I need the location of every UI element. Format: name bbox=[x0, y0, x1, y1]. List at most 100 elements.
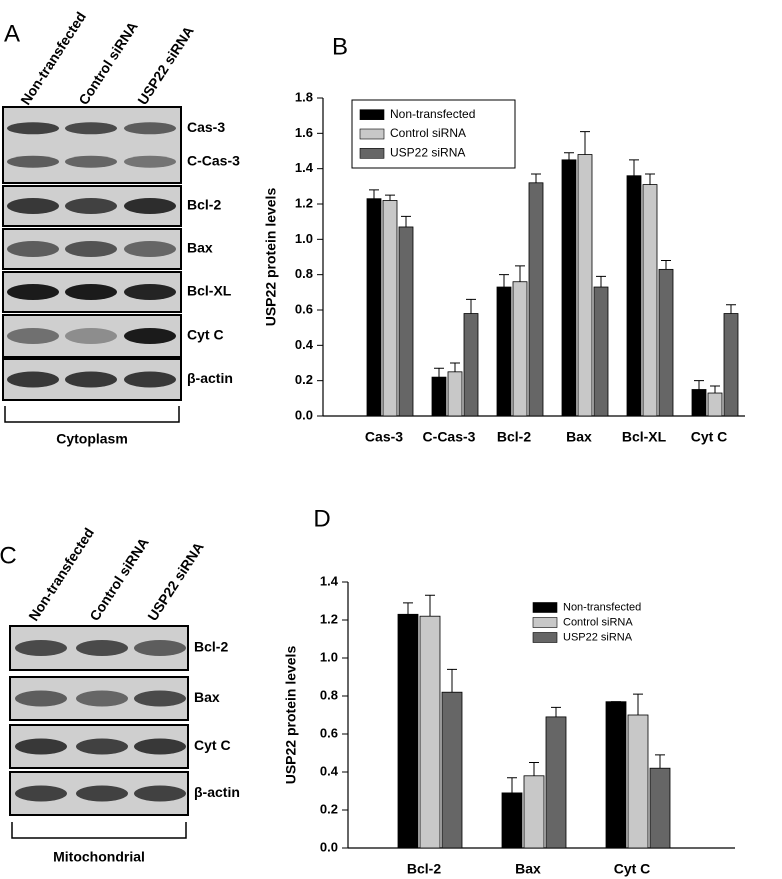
error-bar bbox=[466, 298, 476, 314]
bracket bbox=[11, 822, 187, 839]
error-bar bbox=[531, 173, 541, 183]
y-tick-label: 1.4 bbox=[320, 573, 339, 588]
blot-band bbox=[134, 690, 186, 707]
blot-band bbox=[124, 122, 176, 135]
blot-label: Cas-3 bbox=[187, 119, 225, 135]
error-bar bbox=[633, 693, 643, 715]
bracket bbox=[4, 406, 180, 423]
blot-band bbox=[15, 785, 67, 802]
panel-label: C bbox=[0, 542, 17, 569]
panel-label: A bbox=[4, 20, 20, 47]
legend-label: USP22 siRNA bbox=[563, 631, 633, 643]
blot-band bbox=[134, 640, 186, 656]
blot-band bbox=[7, 241, 59, 257]
lane-label: USP22 siRNA bbox=[144, 539, 207, 623]
fraction-label: Cytoplasm bbox=[56, 431, 128, 447]
blot-label: Bcl-2 bbox=[194, 639, 228, 655]
x-tick-label: Cyt C bbox=[691, 429, 728, 445]
bar bbox=[649, 767, 671, 849]
blot-label: Bax bbox=[194, 689, 220, 705]
legend-label: Non-transfected bbox=[563, 601, 641, 613]
error-bar bbox=[596, 275, 606, 288]
bar bbox=[419, 615, 441, 849]
bar bbox=[463, 313, 479, 417]
blot-band bbox=[134, 738, 186, 755]
bar bbox=[528, 182, 544, 417]
panel-label: B bbox=[332, 33, 348, 60]
blot-band bbox=[124, 155, 176, 168]
blot-band bbox=[65, 284, 117, 300]
y-tick-label: 1.0 bbox=[320, 649, 338, 664]
bar bbox=[658, 268, 674, 417]
blot-band bbox=[65, 155, 117, 168]
y-tick-label: 1.0 bbox=[295, 231, 313, 246]
bar bbox=[561, 159, 577, 417]
bar bbox=[397, 613, 419, 849]
bar bbox=[723, 313, 739, 417]
blot-band bbox=[124, 328, 176, 344]
blot-band bbox=[65, 198, 117, 214]
x-tick-label: Bcl-XL bbox=[622, 429, 667, 445]
error-bar bbox=[403, 602, 413, 615]
blot-label: Bcl-XL bbox=[187, 283, 232, 299]
x-tick-label: Bax bbox=[515, 861, 541, 877]
x-tick-label: Cyt C bbox=[614, 861, 651, 877]
legend-label: Control siRNA bbox=[563, 616, 633, 628]
x-tick-label: Bcl-2 bbox=[407, 861, 441, 877]
legend-swatch bbox=[359, 109, 385, 120]
y-tick-label: 0.4 bbox=[320, 763, 339, 778]
y-axis-label: USP22 protein levels bbox=[283, 646, 299, 785]
fraction-label: Mitochondrial bbox=[53, 849, 145, 865]
bar bbox=[501, 792, 523, 849]
error-bar bbox=[369, 189, 379, 199]
bar bbox=[523, 775, 545, 849]
blot-band bbox=[124, 284, 176, 300]
bar bbox=[626, 175, 642, 417]
blot-band bbox=[134, 785, 186, 802]
blot-band bbox=[15, 640, 67, 656]
blot-band bbox=[76, 738, 128, 755]
legend-swatch bbox=[359, 148, 385, 159]
blot-band bbox=[76, 690, 128, 707]
x-tick-label: Bax bbox=[566, 429, 592, 445]
legend-swatch bbox=[532, 617, 558, 628]
bar bbox=[642, 184, 658, 417]
bar bbox=[577, 154, 593, 417]
bar bbox=[441, 691, 463, 849]
panel-label: D bbox=[313, 505, 330, 532]
blot-label: β-actin bbox=[194, 784, 240, 800]
blot-band bbox=[15, 738, 67, 755]
blot-band bbox=[124, 198, 176, 214]
bar bbox=[496, 286, 512, 417]
blot-label: C-Cas-3 bbox=[187, 152, 240, 168]
bar bbox=[691, 389, 707, 417]
lane-label: USP22 siRNA bbox=[134, 23, 197, 107]
y-axis-label: USP22 protein levels bbox=[263, 188, 279, 327]
bar bbox=[593, 286, 609, 417]
blot-label: Bcl-2 bbox=[187, 197, 221, 213]
blot-band bbox=[65, 371, 117, 388]
x-tick-label: Bcl-2 bbox=[497, 429, 531, 445]
error-bar bbox=[499, 274, 509, 288]
blot-label: β-actin bbox=[187, 370, 233, 386]
blot-label: Bax bbox=[187, 240, 213, 256]
bar bbox=[398, 226, 414, 417]
y-tick-label: 1.8 bbox=[295, 89, 313, 104]
y-tick-label: 1.4 bbox=[295, 160, 314, 175]
blot-label: Cyt C bbox=[194, 737, 231, 753]
blot-band bbox=[7, 371, 59, 388]
blot-band bbox=[7, 155, 59, 168]
y-tick-label: 0.4 bbox=[295, 337, 314, 352]
error-bar bbox=[629, 159, 639, 176]
error-bar bbox=[645, 173, 655, 185]
x-tick-label: Cas-3 bbox=[365, 429, 403, 445]
bar bbox=[707, 392, 723, 417]
bar bbox=[447, 371, 463, 417]
lane-label: Non-transfected bbox=[25, 525, 97, 624]
y-tick-label: 0.6 bbox=[295, 301, 313, 316]
bar bbox=[512, 281, 528, 417]
bar bbox=[545, 716, 567, 849]
error-bar bbox=[564, 152, 574, 160]
blot-band bbox=[7, 122, 59, 135]
blot-strip bbox=[2, 106, 182, 184]
